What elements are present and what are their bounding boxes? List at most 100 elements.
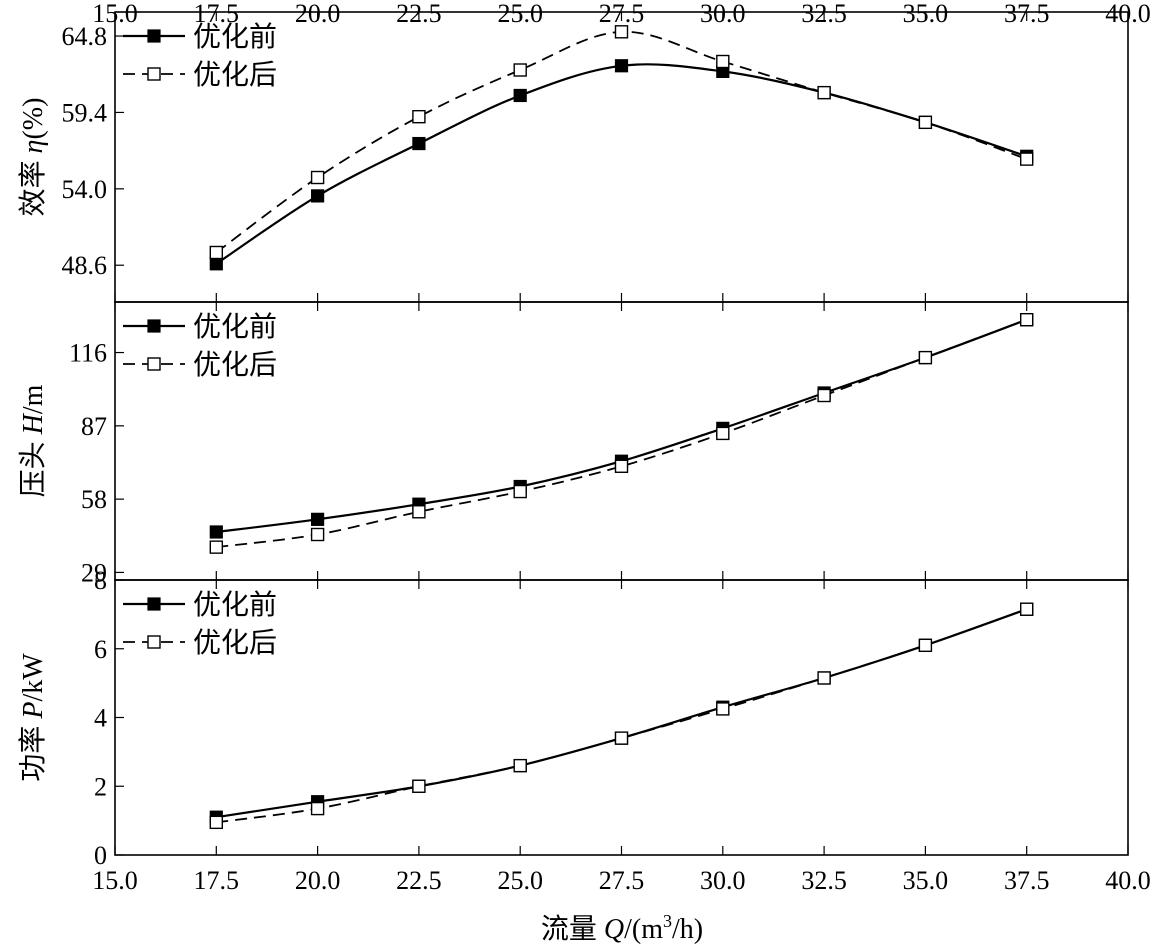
legend-item-head-1: 优化后: [123, 349, 277, 381]
x-tick-label-bottom-7: 32.5: [801, 866, 847, 895]
y-tick-label-power-4: 8: [94, 566, 107, 595]
y-tick-label-efficiency-2: 59.4: [62, 98, 108, 127]
point-efficiency-1-3: [513, 63, 527, 77]
bottom-x-axis: 15.0 17.5 20.0 22.5 25.0 27.5 30.0 32.5 35.0 37.5…: [92, 866, 1151, 895]
legend-marker-head-1: [147, 357, 161, 371]
point-power-1-2: [412, 779, 426, 793]
y-axis-label-var-efficiency: η: [18, 140, 49, 154]
legend-item-power-0: 优化前: [123, 589, 277, 621]
y-tick-label-power-2: 4: [94, 704, 107, 733]
y-tick-label-power-1: 2: [94, 772, 107, 801]
legend-label-efficiency-0: 优化前: [193, 21, 277, 53]
series-line-power-0: [216, 608, 1028, 819]
y-tick-label-head-1: 58: [81, 485, 107, 514]
x-tick-label-bottom-4: 25.0: [497, 866, 543, 895]
legend-item-efficiency-1: 优化后: [123, 59, 277, 91]
legend-marker-power-1: [147, 635, 161, 649]
x-tick-label-bottom-10: 40.0: [1105, 866, 1151, 895]
x-tick-label-top-2: 20.0: [295, 0, 341, 28]
point-efficiency-1-4: [614, 25, 629, 39]
x-tick-label-top-9: 37.5: [1004, 0, 1050, 28]
point-head-1-7: [918, 350, 933, 365]
legend-label-head-0: 优化前: [193, 311, 277, 343]
point-head-1-6: [817, 388, 831, 403]
point-power-1-7: [918, 638, 933, 653]
legend-label-efficiency-1: 优化后: [193, 59, 277, 91]
top-x-axis: 15.0 17.5 20.0 22.5 25.0 27.5 30.0 32.5 35.0 37.5…: [92, 0, 1151, 28]
point-head-0-1: [311, 512, 325, 526]
x-tick-label-top-0: 15.0: [92, 0, 138, 28]
x-tick-label-top-3: 22.5: [396, 0, 442, 28]
series-line-power-1: [216, 608, 1028, 824]
y-axis-label-prefix-power: 功率: [17, 719, 49, 782]
y-axis-label-suffix-efficiency: (%): [18, 98, 49, 140]
point-head-1-5: [716, 426, 730, 441]
panel-frame-efficiency: [114, 11, 1129, 303]
legend-marker-efficiency-0: [147, 29, 161, 43]
point-head-1-0: [209, 540, 224, 554]
y-axis-label-var-power: P: [18, 702, 49, 720]
y-tick-label-efficiency-3: 64.8: [62, 22, 108, 51]
x-axis-label-mid: /(m: [624, 914, 663, 945]
legend-label-power-1: 优化后: [193, 627, 277, 659]
y-tick-label-head-2: 87: [81, 412, 107, 441]
x-tick-label-bottom-3: 22.5: [396, 866, 442, 895]
point-efficiency-1-0: [209, 245, 224, 260]
point-efficiency-0-0: [209, 257, 223, 271]
y-axis-label-suffix-head: /m: [18, 384, 49, 414]
x-tick-label-top-7: 32.5: [801, 0, 847, 28]
series-line-head-0: [216, 318, 1028, 534]
x-tick-label-bottom-0: 15.0: [92, 866, 138, 895]
y-axis-label-head: 压头 H/m: [17, 384, 49, 497]
x-tick-label-top-8: 35.0: [903, 0, 949, 28]
x-tick-label-bottom-1: 17.5: [194, 866, 240, 895]
point-power-1-8: [1020, 602, 1034, 616]
legend-label-power-0: 优化前: [193, 589, 277, 621]
point-efficiency-1-1: [310, 170, 325, 185]
x-axis-label-var: Q: [604, 914, 624, 945]
y-tick-label-head-0: 29: [81, 558, 107, 587]
point-head-1-3: [513, 484, 527, 499]
legend-marker-efficiency-1: [147, 67, 161, 81]
legend-item-power-1: 优化后: [123, 627, 277, 659]
series-line-head-1: [216, 318, 1028, 548]
legend-marker-head-0: [147, 319, 161, 333]
x-tick-label-top-5: 27.5: [599, 0, 645, 28]
x-axis-label-prefix: 流量: [541, 913, 604, 945]
point-power-1-3: [513, 758, 527, 773]
x-tick-label-top-1: 17.5: [194, 0, 240, 28]
y-tick-label-head-3: 116: [69, 339, 107, 368]
point-efficiency-1-2: [412, 109, 426, 124]
chart-panels: 48.654.059.464.8效率 η(%)优化前优化后295887116压头…: [17, 11, 1129, 870]
y-axis-label-power: 功率 P/kW: [17, 653, 49, 782]
panel-frame-power: [114, 579, 1129, 856]
legend-marker-power-0: [147, 597, 161, 611]
x-tick-label-bottom-8: 35.0: [903, 866, 949, 895]
legend-item-efficiency-0: 优化前: [123, 21, 277, 53]
point-power-1-6: [817, 671, 831, 685]
point-head-1-4: [614, 459, 629, 473]
point-efficiency-0-4: [614, 59, 629, 73]
x-tick-label-top-4: 25.0: [497, 0, 543, 28]
point-head-1-8: [1020, 312, 1034, 327]
x-tick-label-bottom-9: 37.5: [1004, 866, 1050, 895]
point-efficiency-1-5: [716, 54, 730, 69]
point-efficiency-1-7: [918, 115, 933, 130]
y-tick-label-efficiency-1: 54.0: [62, 175, 108, 204]
point-power-1-1: [310, 801, 325, 816]
point-efficiency-1-6: [817, 85, 831, 100]
y-tick-label-efficiency-0: 48.6: [62, 251, 108, 280]
y-axis-label-prefix-efficiency: 效率: [17, 153, 49, 216]
y-axis-label-suffix-power: /kW: [18, 653, 49, 702]
point-head-1-2: [412, 505, 426, 519]
y-tick-label-power-3: 6: [94, 635, 107, 664]
x-tick-label-bottom-6: 30.0: [700, 866, 746, 895]
panel-frame-head: [114, 301, 1129, 581]
x-tick-label-bottom-2: 20.0: [295, 866, 341, 895]
x-tick-label-bottom-5: 27.5: [599, 866, 645, 895]
point-head-1-1: [310, 527, 325, 542]
